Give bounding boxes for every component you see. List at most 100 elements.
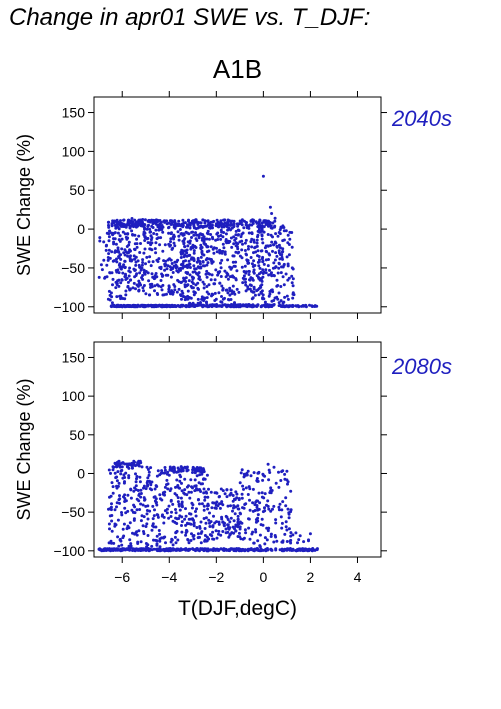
data-point — [179, 465, 183, 469]
data-point — [112, 242, 116, 246]
data-point — [127, 476, 131, 480]
data-point — [281, 500, 285, 504]
data-point — [107, 468, 111, 472]
data-point — [283, 532, 287, 536]
data-point — [237, 498, 241, 502]
data-point — [151, 222, 155, 226]
data-point — [153, 495, 157, 499]
data-point — [290, 266, 294, 270]
data-point — [213, 506, 217, 510]
data-point — [183, 547, 187, 551]
data-point — [246, 549, 250, 553]
data-point — [258, 533, 262, 537]
data-point — [286, 507, 290, 511]
data-point — [251, 222, 255, 225]
data-point — [203, 296, 207, 300]
data-point — [155, 232, 159, 236]
data-point — [113, 231, 117, 235]
data-point — [110, 519, 114, 523]
data-point — [223, 548, 227, 551]
data-point — [205, 285, 209, 288]
data-point — [247, 231, 251, 235]
data-point — [287, 547, 290, 551]
data-point — [151, 226, 155, 229]
data-point — [221, 242, 225, 246]
data-point — [282, 300, 286, 304]
data-point — [285, 469, 289, 473]
data-point — [144, 525, 148, 528]
data-point — [267, 507, 271, 511]
data-point — [108, 507, 112, 511]
data-point — [260, 491, 264, 495]
data-point — [149, 234, 153, 238]
data-point — [122, 251, 126, 255]
data-point — [194, 237, 198, 241]
data-point — [218, 270, 222, 274]
data-point — [268, 290, 272, 293]
data-point — [215, 491, 219, 495]
data-point — [264, 268, 268, 272]
data-point — [228, 293, 232, 297]
data-point — [307, 547, 311, 551]
data-point — [176, 230, 180, 234]
data-point — [160, 272, 164, 276]
data-point — [262, 262, 266, 266]
data-point — [286, 278, 290, 282]
data-point — [252, 290, 256, 294]
x-axis-label: T(DJF,degC) — [178, 597, 297, 620]
data-point — [187, 484, 190, 488]
data-point — [121, 547, 125, 551]
data-point — [266, 529, 270, 533]
data-point — [219, 237, 223, 241]
data-point — [180, 297, 183, 301]
data-point — [167, 516, 171, 520]
data-point — [183, 253, 187, 257]
data-point — [184, 280, 188, 283]
data-point — [277, 304, 281, 308]
data-point — [228, 520, 232, 524]
data-point — [117, 263, 121, 267]
data-point — [147, 473, 151, 477]
data-point — [278, 502, 282, 506]
data-point — [176, 484, 180, 487]
data-point — [111, 491, 115, 495]
data-point — [247, 526, 251, 530]
data-point — [221, 530, 225, 533]
data-point — [266, 224, 270, 228]
data-point — [228, 223, 232, 227]
data-point — [271, 249, 274, 253]
data-point — [114, 242, 118, 246]
data-point — [166, 264, 170, 268]
data-point — [277, 231, 281, 234]
data-point — [149, 230, 153, 234]
data-point — [201, 280, 205, 284]
data-point — [252, 549, 255, 552]
data-point — [208, 303, 212, 307]
data-point — [139, 540, 143, 544]
data-point — [241, 242, 244, 246]
data-point — [247, 273, 251, 276]
data-point — [128, 521, 132, 525]
data-point — [252, 218, 256, 222]
data-point — [158, 493, 162, 497]
data-point — [264, 258, 268, 262]
data-point — [118, 465, 122, 469]
data-point — [194, 514, 198, 518]
data-point — [115, 460, 119, 464]
data-point — [203, 534, 207, 537]
data-point — [236, 535, 240, 538]
data-point — [244, 473, 248, 477]
data-point — [167, 473, 171, 477]
data-point — [110, 301, 114, 305]
data-point — [120, 468, 124, 472]
data-point — [232, 506, 235, 510]
data-point — [138, 475, 142, 479]
data-point — [128, 256, 132, 260]
data-point — [179, 547, 183, 551]
data-point — [146, 483, 150, 487]
data-point — [169, 240, 172, 244]
data-point — [138, 281, 141, 285]
data-point — [205, 263, 209, 267]
data-point — [147, 279, 151, 283]
